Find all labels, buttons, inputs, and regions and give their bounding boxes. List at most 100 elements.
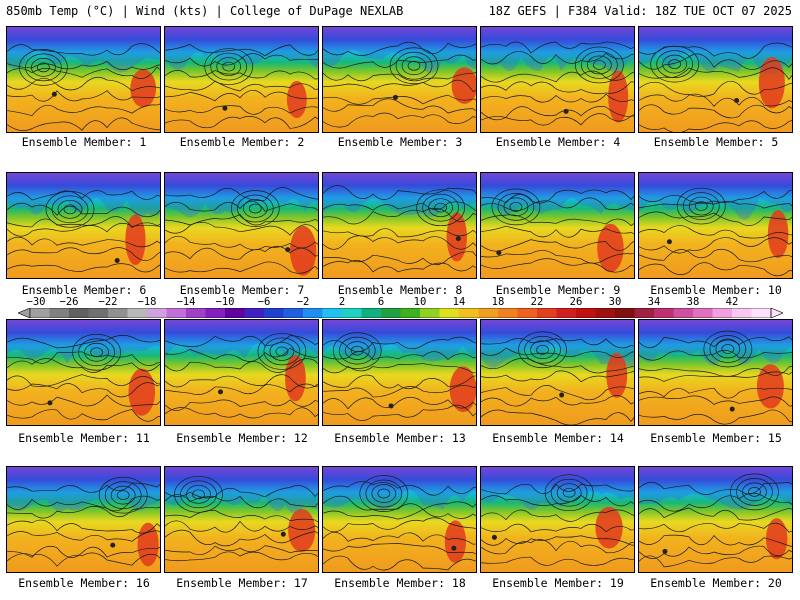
colorbar-segment bbox=[634, 308, 655, 318]
colorbar-segment bbox=[498, 308, 518, 318]
colorbar-tick-label: 38 bbox=[686, 296, 700, 308]
ensemble-map-14 bbox=[480, 319, 635, 426]
colorbar-segment bbox=[186, 308, 206, 318]
colorbar-segment bbox=[673, 308, 694, 318]
ensemble-map-4 bbox=[480, 26, 635, 133]
colorbar-tick-label: −14 bbox=[176, 296, 196, 308]
ensemble-member-label: Ensemble Member: 11 bbox=[18, 431, 150, 445]
colorbar-segment bbox=[517, 308, 538, 318]
colorbar-segment bbox=[264, 308, 284, 318]
ensemble-member-label: Ensemble Member: 4 bbox=[495, 135, 621, 149]
colorbar-segment bbox=[478, 308, 499, 318]
ensemble-member-label: Ensemble Member: 6 bbox=[21, 283, 147, 297]
colorbar-segment bbox=[166, 308, 187, 318]
colorbar-segment bbox=[303, 308, 323, 318]
ensemble-member-label: Ensemble Member: 3 bbox=[337, 135, 463, 149]
ensemble-map-1 bbox=[6, 26, 161, 133]
colorbar-segment bbox=[459, 308, 479, 318]
colorbar-tick-label: 34 bbox=[647, 296, 661, 308]
ensemble-member-label: Ensemble Member: 20 bbox=[650, 576, 782, 590]
colorbar-segment bbox=[361, 308, 382, 318]
colorbar-segment bbox=[127, 308, 148, 318]
colorbar-tick-label: −18 bbox=[137, 296, 157, 308]
colorbar-tick-label: 18 bbox=[491, 296, 505, 308]
ensemble-map-5 bbox=[638, 26, 793, 133]
ensemble-map-6 bbox=[6, 172, 161, 279]
colorbar-tick-label: −6 bbox=[257, 296, 271, 308]
colorbar-tick-label: −22 bbox=[98, 296, 118, 308]
colorbar-segment bbox=[420, 308, 440, 318]
colorbar-segment bbox=[576, 308, 596, 318]
ensemble-member-label: Ensemble Member: 18 bbox=[334, 576, 466, 590]
ensemble-map-9 bbox=[480, 172, 635, 279]
ensemble-map-13 bbox=[322, 319, 477, 426]
ensemble-member-label: Ensemble Member: 5 bbox=[653, 135, 779, 149]
colorbar-segment bbox=[108, 308, 128, 318]
ensemble-map-17 bbox=[164, 466, 319, 573]
colorbar-tick-label: 10 bbox=[413, 296, 427, 308]
ensemble-map-15 bbox=[638, 319, 793, 426]
colorbar-segment bbox=[283, 308, 304, 318]
ensemble-map-12 bbox=[164, 319, 319, 426]
colorbar-segment bbox=[439, 308, 460, 318]
ensemble-map-3 bbox=[322, 26, 477, 133]
colorbar-segment bbox=[322, 308, 343, 318]
ensemble-map-19 bbox=[480, 466, 635, 573]
colorbar-segment bbox=[732, 308, 752, 318]
colorbar-segment bbox=[654, 308, 674, 318]
ensemble-member-label: Ensemble Member: 14 bbox=[492, 431, 624, 445]
ensemble-member-label: Ensemble Member: 13 bbox=[334, 431, 466, 445]
colorbar-segment bbox=[88, 308, 109, 318]
colorbar-tick-label: 26 bbox=[569, 296, 583, 308]
ensemble-map-7 bbox=[164, 172, 319, 279]
colorbar-tick-label: 14 bbox=[452, 296, 466, 308]
ensemble-map-2 bbox=[164, 26, 319, 133]
colorbar-segment bbox=[381, 308, 401, 318]
ensemble-map-10 bbox=[638, 172, 793, 279]
colorbar-segment bbox=[147, 308, 167, 318]
colorbar-segment bbox=[342, 308, 362, 318]
colorbar-segment bbox=[595, 308, 616, 318]
chart-title: 850mb Temp (°C) | Wind (kts) | College o… bbox=[6, 4, 404, 18]
ensemble-map-16 bbox=[6, 466, 161, 573]
colorbar-tick-label: −10 bbox=[215, 296, 235, 308]
colorbar-high-arrow bbox=[770, 308, 783, 318]
colorbar-segment bbox=[225, 308, 245, 318]
colorbar-segment bbox=[615, 308, 635, 318]
colorbar-tick-label: 30 bbox=[608, 296, 622, 308]
ensemble-member-label: Ensemble Member: 15 bbox=[650, 431, 782, 445]
ensemble-map-18 bbox=[322, 466, 477, 573]
ensemble-member-label: Ensemble Member: 2 bbox=[179, 135, 305, 149]
ensemble-member-label: Ensemble Member: 7 bbox=[179, 283, 305, 297]
colorbar-segment bbox=[244, 308, 265, 318]
colorbar-segment bbox=[751, 308, 772, 318]
colorbar-segment bbox=[30, 308, 50, 318]
ensemble-map-8 bbox=[322, 172, 477, 279]
colorbar-tick-label: −30 bbox=[26, 296, 46, 308]
ensemble-map-20 bbox=[638, 466, 793, 573]
ensemble-member-label: Ensemble Member: 1 bbox=[21, 135, 147, 149]
colorbar-segment bbox=[556, 308, 577, 318]
colorbar-segment bbox=[712, 308, 733, 318]
colorbar-segment bbox=[49, 308, 70, 318]
ensemble-member-label: Ensemble Member: 17 bbox=[176, 576, 308, 590]
colorbar-segment bbox=[69, 308, 89, 318]
colorbar-segment bbox=[400, 308, 421, 318]
colorbar-segment bbox=[205, 308, 226, 318]
ensemble-member-label: Ensemble Member: 19 bbox=[492, 576, 624, 590]
run-valid-time: 18Z GEFS | F384 Valid: 18Z TUE OCT 07 20… bbox=[488, 4, 792, 18]
colorbar-tick-label: 2 bbox=[338, 296, 346, 308]
ensemble-member-label: Ensemble Member: 9 bbox=[495, 283, 621, 297]
ensemble-member-label: Ensemble Member: 8 bbox=[337, 283, 463, 297]
colorbar-tick-label: −26 bbox=[59, 296, 79, 308]
ensemble-member-label: Ensemble Member: 10 bbox=[650, 283, 782, 297]
ensemble-member-label: Ensemble Member: 16 bbox=[18, 576, 150, 590]
colorbar-tick-label: 42 bbox=[725, 296, 739, 308]
ensemble-member-label: Ensemble Member: 12 bbox=[176, 431, 308, 445]
colorbar-tick-label: 22 bbox=[530, 296, 544, 308]
colorbar-tick-label: 6 bbox=[377, 296, 385, 308]
colorbar-low-arrow bbox=[18, 308, 31, 318]
temperature-colorbar bbox=[18, 308, 783, 318]
colorbar-tick-label: −2 bbox=[296, 296, 310, 308]
colorbar-segment bbox=[693, 308, 713, 318]
